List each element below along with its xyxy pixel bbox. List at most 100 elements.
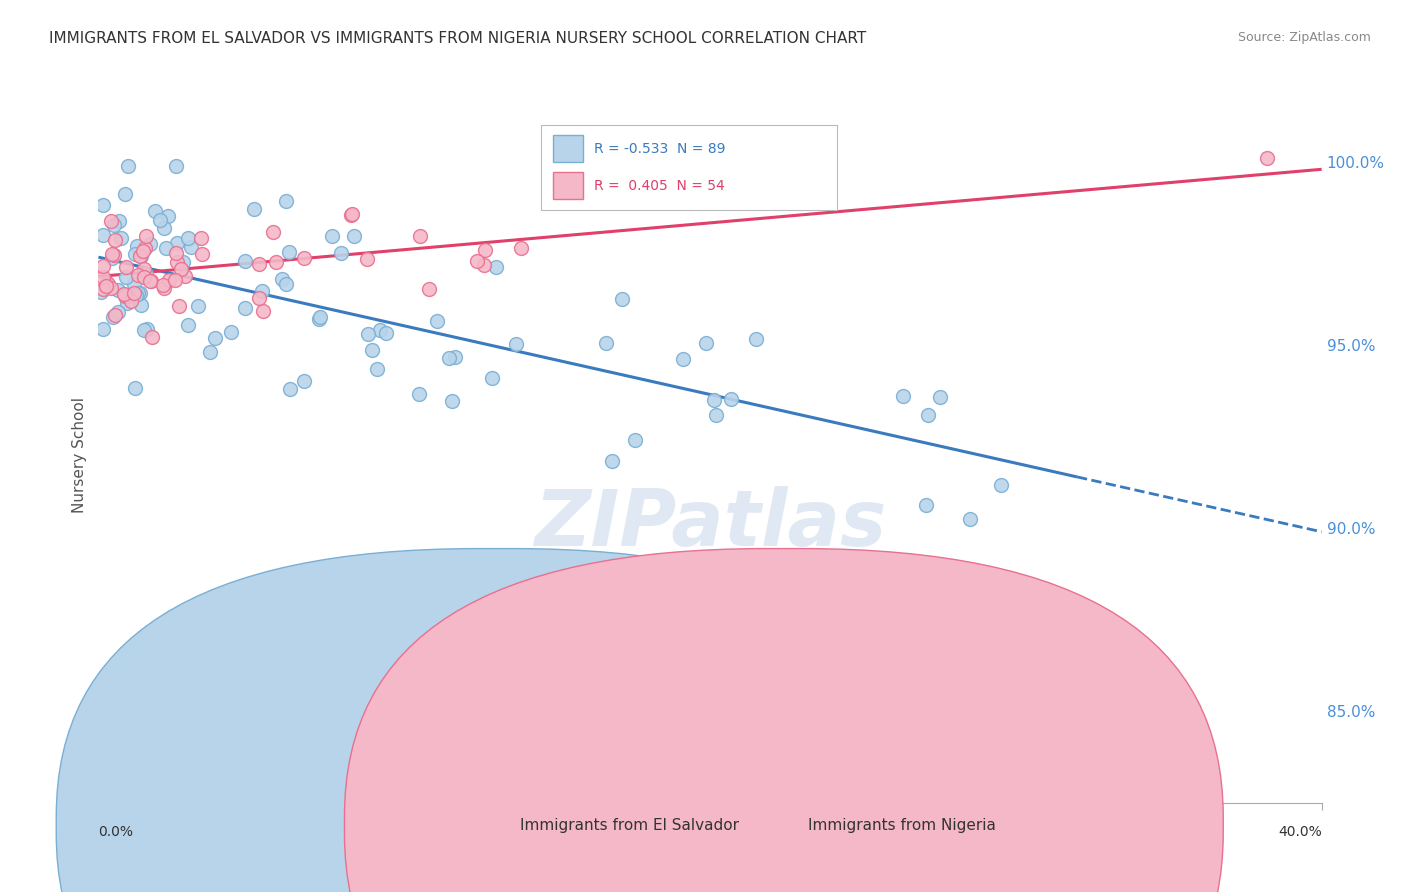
Point xyxy=(135,229,157,244)
Point xyxy=(110,231,132,245)
Point xyxy=(153,220,176,235)
Point xyxy=(97,277,120,291)
Point xyxy=(107,283,129,297)
Text: Source: ZipAtlas.com: Source: ZipAtlas.com xyxy=(1237,31,1371,45)
Point xyxy=(124,381,146,395)
Point xyxy=(274,194,297,209)
Point xyxy=(600,454,623,468)
Point xyxy=(278,382,301,396)
Point xyxy=(134,241,156,255)
Text: 40.0%: 40.0% xyxy=(1278,825,1322,839)
Bar xyxy=(553,135,582,162)
Point xyxy=(204,331,226,345)
Point xyxy=(198,345,221,359)
Point xyxy=(115,288,138,302)
Point xyxy=(129,249,152,263)
Point xyxy=(270,272,292,286)
Point xyxy=(266,254,288,268)
Point xyxy=(94,279,117,293)
Point xyxy=(720,392,742,406)
Point xyxy=(247,291,270,305)
Point xyxy=(744,332,766,346)
Point xyxy=(917,408,939,422)
Point xyxy=(172,255,194,269)
Point xyxy=(115,260,138,275)
Point xyxy=(100,213,122,227)
Point xyxy=(704,408,727,422)
Point xyxy=(437,351,460,366)
Point xyxy=(342,229,364,244)
Point xyxy=(156,209,179,223)
Point xyxy=(167,299,190,313)
Point xyxy=(505,337,527,351)
Point xyxy=(243,202,266,216)
Point xyxy=(104,308,127,322)
Point xyxy=(120,293,142,308)
Point xyxy=(339,208,361,222)
Point xyxy=(481,371,503,385)
Point xyxy=(91,322,114,336)
Point xyxy=(342,207,364,221)
Point xyxy=(96,276,118,290)
Point xyxy=(101,247,124,261)
Point xyxy=(187,299,209,313)
Point xyxy=(115,270,138,285)
Point xyxy=(139,274,162,288)
Point xyxy=(624,433,647,447)
Point xyxy=(366,361,388,376)
Point xyxy=(292,251,315,265)
Point xyxy=(165,159,187,173)
Point xyxy=(356,252,378,267)
Point xyxy=(139,236,162,251)
Point xyxy=(1256,151,1278,165)
Point xyxy=(474,243,496,257)
Text: R = -0.533  N = 89: R = -0.533 N = 89 xyxy=(595,142,725,155)
Point xyxy=(155,241,177,255)
Point xyxy=(440,393,463,408)
Point xyxy=(990,478,1012,492)
Point xyxy=(132,244,155,258)
Point xyxy=(124,247,146,261)
Point xyxy=(891,389,914,403)
Point xyxy=(157,273,180,287)
Text: Immigrants from El Salvador: Immigrants from El Salvador xyxy=(520,818,740,832)
Point xyxy=(233,301,256,315)
Point xyxy=(190,231,212,245)
Point xyxy=(129,249,152,263)
Point xyxy=(408,387,430,401)
Point xyxy=(308,311,330,326)
Point xyxy=(115,296,138,310)
Point xyxy=(132,262,155,277)
Point xyxy=(107,305,129,319)
Point xyxy=(165,245,187,260)
Text: 0.0%: 0.0% xyxy=(98,825,134,839)
Point xyxy=(149,213,172,227)
Point xyxy=(101,252,124,266)
Point xyxy=(91,282,114,296)
Point xyxy=(112,287,135,301)
Point xyxy=(91,227,114,242)
Point xyxy=(103,218,125,232)
Point xyxy=(321,229,343,244)
Point xyxy=(127,286,149,301)
Point xyxy=(235,254,257,268)
Point xyxy=(672,351,695,366)
Point xyxy=(357,327,380,342)
Point xyxy=(929,391,952,405)
Point xyxy=(122,277,145,292)
Point xyxy=(309,310,332,325)
Point xyxy=(467,254,489,268)
Point xyxy=(173,268,195,283)
Point xyxy=(474,258,496,272)
Point xyxy=(127,268,149,282)
Point xyxy=(509,241,531,255)
Bar xyxy=(553,172,582,200)
Text: Immigrants from Nigeria: Immigrants from Nigeria xyxy=(808,818,997,832)
Point xyxy=(177,318,200,333)
Point xyxy=(914,498,936,512)
Point xyxy=(170,261,193,276)
Point xyxy=(141,274,163,288)
Point xyxy=(143,203,166,218)
Point xyxy=(114,186,136,201)
Point xyxy=(125,239,148,253)
